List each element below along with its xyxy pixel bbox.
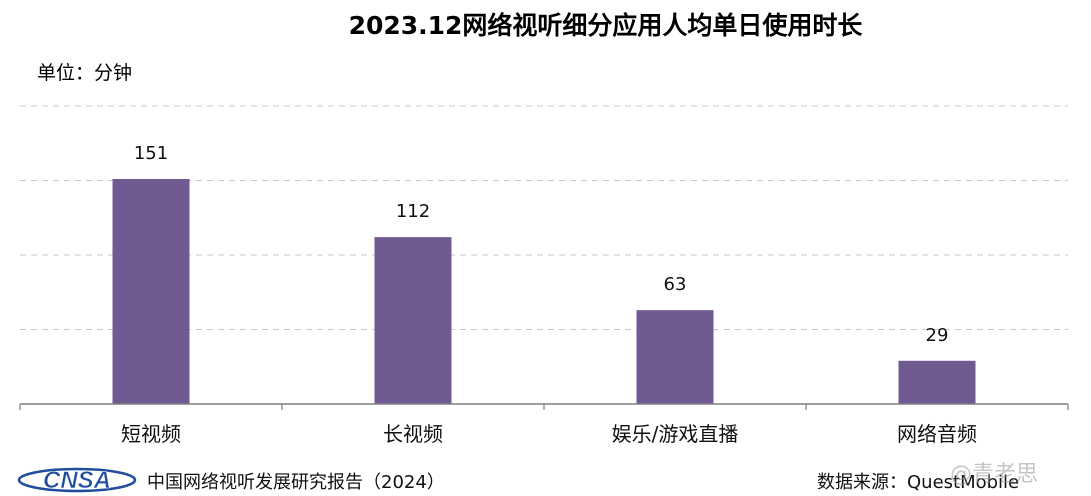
unit-label: 单位：分钟	[37, 62, 133, 84]
category-label: 娱乐/游戏直播	[612, 422, 739, 446]
chart-title: 2023.12网络视听细分应用人均单日使用时长	[348, 11, 863, 40]
data-source: 数据来源：QuestMobile	[817, 472, 1020, 493]
category-label: 网络音频	[897, 422, 977, 446]
data-label: 63	[664, 274, 687, 295]
report-title: 中国网络视听发展研究报告（2024）	[147, 472, 445, 493]
category-label: 长视频	[383, 422, 443, 446]
bar	[898, 360, 976, 404]
data-label: 112	[396, 201, 430, 222]
bar-chart: 151 短视频 112 长视频 63 娱乐/游戏直播 29 网络音频	[19, 105, 1069, 446]
cnsa-logo: CNSA	[17, 467, 137, 494]
bar	[374, 237, 452, 404]
data-label: 29	[926, 325, 949, 346]
bar	[112, 179, 190, 404]
logo-text: CNSA	[43, 467, 111, 494]
category-label: 短视频	[121, 422, 181, 446]
watermark: @青老思	[950, 462, 1039, 487]
bar	[636, 310, 714, 404]
data-label: 151	[134, 143, 168, 164]
